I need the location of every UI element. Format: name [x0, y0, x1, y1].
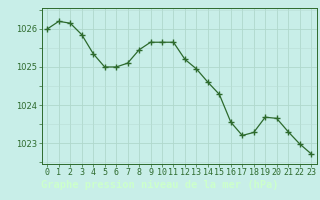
Text: Graphe pression niveau de la mer (hPa): Graphe pression niveau de la mer (hPa): [41, 180, 279, 190]
